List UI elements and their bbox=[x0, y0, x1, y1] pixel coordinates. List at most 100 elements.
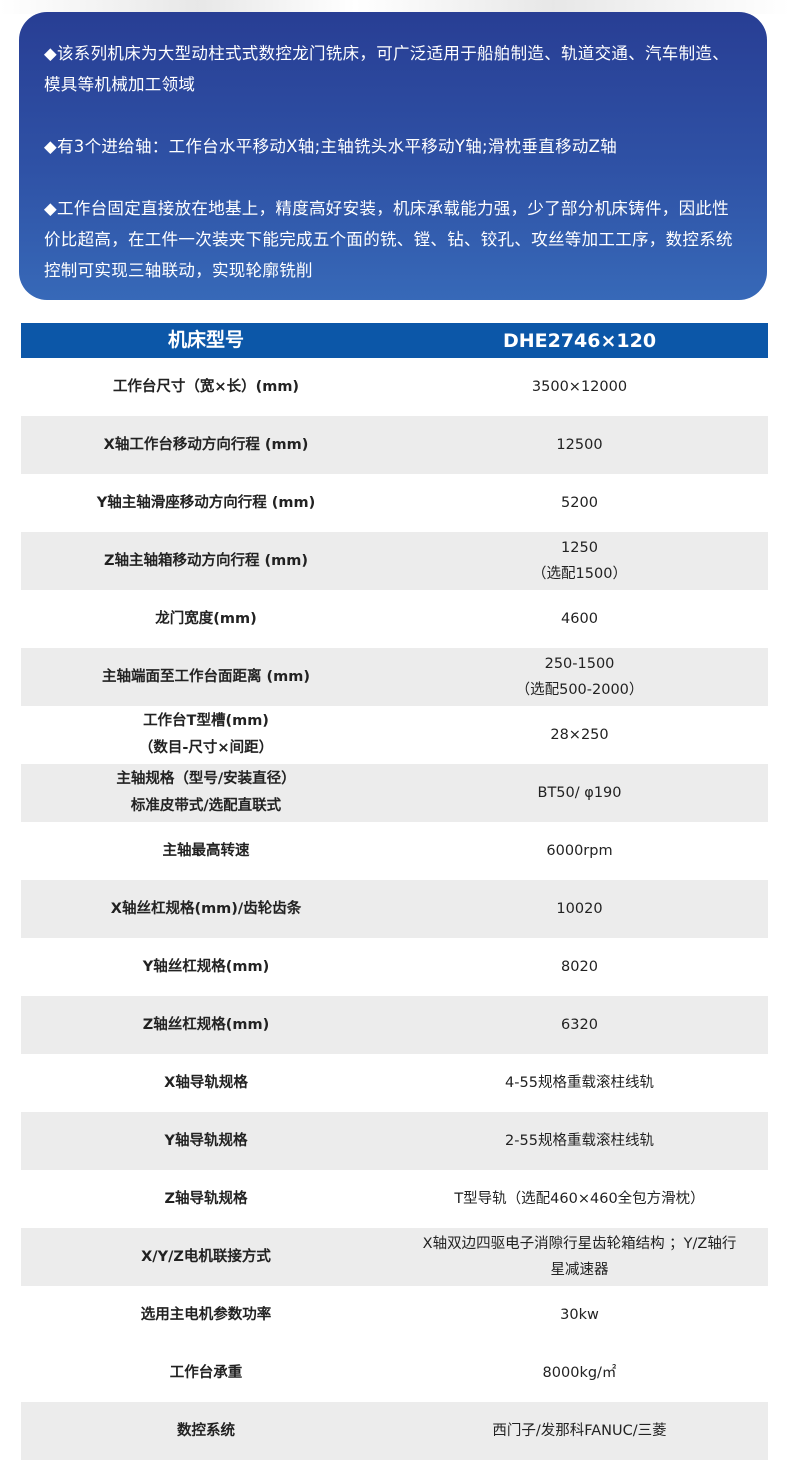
value-cell: BT50/ φ190 bbox=[391, 780, 768, 806]
value-cell-text: 12500 bbox=[556, 437, 603, 453]
value-cell: 28×250 bbox=[391, 722, 768, 748]
header-param: 机床型号 bbox=[167, 329, 244, 351]
param-cell: 主轴最高转速 bbox=[21, 838, 391, 865]
value-cell-text: 30kw bbox=[560, 1307, 599, 1323]
param-cell-text: （数目-尺寸×间距） bbox=[138, 740, 274, 756]
value-cell: 8000kg/㎡ bbox=[391, 1360, 768, 1386]
value-cell-text: 星减速器 bbox=[550, 1262, 609, 1278]
table-row: X轴导轨规格 4-55规格重载滚柱线轨 bbox=[21, 1054, 768, 1112]
param-cell: X/Y/Z电机联接方式 bbox=[21, 1244, 391, 1271]
param-cell: Y轴丝杠规格(mm) bbox=[21, 954, 391, 981]
value-cell-text: 1250 bbox=[561, 540, 598, 556]
table-row: 数控系统 西门子/发那科FANUC/三菱 bbox=[21, 1402, 768, 1460]
param-cell: 选用主电机参数功率 bbox=[21, 1302, 391, 1329]
table-row: 主轴规格（型号/安装直径） 标准皮带式/选配直联式 BT50/ φ190 bbox=[21, 764, 768, 822]
table-row: X轴工作台移动方向行程 (mm) 12500 bbox=[21, 416, 768, 474]
table-row: Z轴丝杠规格(mm) 6320 bbox=[21, 996, 768, 1054]
param-cell: X轴工作台移动方向行程 (mm) bbox=[21, 432, 391, 459]
table-row: 工作台T型槽(mm) （数目-尺寸×间距） 28×250 bbox=[21, 706, 768, 764]
param-cell-text: 工作台尺寸（宽×长）(mm) bbox=[112, 378, 300, 395]
param-cell: Z轴主轴箱移动方向行程 (mm) bbox=[21, 548, 391, 575]
value-cell: 6000rpm bbox=[391, 838, 768, 864]
table-row: Y轴主轴滑座移动方向行程 (mm) 5200 bbox=[21, 474, 768, 532]
param-cell: Z轴丝杠规格(mm) bbox=[21, 1012, 391, 1039]
value-cell: 2-55规格重载滚柱线轨 bbox=[391, 1128, 768, 1154]
value-cell-text: 10020 bbox=[556, 901, 603, 917]
value-cell-text: 5200 bbox=[561, 495, 598, 511]
value-cell-text: 西门子/发那科FANUC/三菱 bbox=[492, 1423, 667, 1439]
param-cell-text: 数控系统 bbox=[177, 1422, 235, 1439]
table-row: Y轴导轨规格 2-55规格重载滚柱线轨 bbox=[21, 1112, 768, 1170]
table-row: Z轴主轴箱移动方向行程 (mm) 1250 （选配1500） bbox=[21, 532, 768, 590]
table-row: Z轴导轨规格 T型导轨（选配460×460全包方滑枕） bbox=[21, 1170, 768, 1228]
value-cell-text: （选配1500） bbox=[532, 566, 627, 582]
value-cell: 3500×12000 bbox=[391, 374, 768, 400]
value-cell-text: 8000kg/㎡ bbox=[542, 1365, 617, 1381]
param-cell-text: 主轴规格（型号/安装直径） bbox=[116, 771, 296, 787]
param-cell-text: 主轴端面至工作台面距离 (mm) bbox=[101, 668, 311, 685]
param-cell: 工作台尺寸（宽×长）(mm) bbox=[21, 374, 391, 401]
value-cell-text: （选配500-2000） bbox=[515, 682, 644, 698]
value-cell-text: 8020 bbox=[561, 959, 598, 975]
param-cell: 工作台承重 bbox=[21, 1360, 391, 1387]
param-cell: X轴丝杠规格(mm)/齿轮齿条 bbox=[21, 896, 391, 923]
param-cell-text: 工作台T型槽(mm) bbox=[143, 713, 269, 729]
table-row: 主轴最高转速 6000rpm bbox=[21, 822, 768, 880]
value-cell-text: 2-55规格重载滚柱线轨 bbox=[505, 1133, 654, 1149]
param-cell-text: 标准皮带式/选配直联式 bbox=[130, 798, 282, 814]
param-cell: 龙门宽度(mm) bbox=[21, 606, 391, 633]
param-cell-text: 主轴最高转速 bbox=[162, 842, 250, 859]
table-row: 工作台尺寸（宽×长）(mm) 3500×12000 bbox=[21, 358, 768, 416]
param-cell-text: 工作台承重 bbox=[169, 1364, 243, 1381]
value-cell-text: 6320 bbox=[561, 1017, 598, 1033]
param-cell: Y轴主轴滑座移动方向行程 (mm) bbox=[21, 490, 391, 517]
value-cell: 12500 bbox=[391, 432, 768, 458]
intro-card: ◆该系列机床为大型动柱式式数控龙门铣床，可广泛适用于船舶制造、轨道交通、汽车制造… bbox=[19, 12, 767, 300]
table-row: 龙门宽度(mm) 4600 bbox=[21, 590, 768, 648]
param-cell-text: Y轴丝杠规格(mm) bbox=[142, 958, 270, 975]
param-cell-text: 选用主电机参数功率 bbox=[140, 1306, 272, 1323]
param-cell: 工作台T型槽(mm) （数目-尺寸×间距） bbox=[21, 708, 391, 762]
param-cell-text: 龙门宽度(mm) bbox=[155, 610, 257, 627]
table-row: X/Y/Z电机联接方式 X轴双边四驱电子消隙行星齿轮箱结构 ；Y/Z轴行 星减速器 bbox=[21, 1228, 768, 1286]
value-cell-text: 4600 bbox=[561, 611, 598, 627]
value-cell: 5200 bbox=[391, 490, 768, 516]
param-cell-text: Z轴导轨规格 bbox=[164, 1190, 248, 1207]
top-shadow bbox=[0, 0, 790, 14]
value-cell-text: BT50/ φ190 bbox=[537, 785, 622, 801]
table-row: 主轴端面至工作台面距离 (mm) 250-1500 （选配500-2000） bbox=[21, 648, 768, 706]
value-cell: T型导轨（选配460×460全包方滑枕） bbox=[391, 1186, 768, 1212]
param-cell-text: X轴丝杠规格(mm)/齿轮齿条 bbox=[110, 900, 302, 917]
value-cell-text: T型导轨（选配460×460全包方滑枕） bbox=[454, 1191, 705, 1207]
value-cell-text: 3500×12000 bbox=[531, 379, 628, 395]
value-cell: 8020 bbox=[391, 954, 768, 980]
header-model: DHE2746×120 bbox=[502, 329, 657, 352]
table-header: 机床型号 DHE2746×120 bbox=[21, 323, 768, 358]
param-cell-text: X/Y/Z电机联接方式 bbox=[141, 1248, 271, 1265]
param-cell-text: X轴工作台移动方向行程 (mm) bbox=[103, 436, 309, 453]
intro-paragraph: ◆有3个进给轴：工作台水平移动X轴;主轴铣头水平移动Y轴;滑枕垂直移动Z轴 bbox=[44, 137, 618, 156]
value-cell: 6320 bbox=[391, 1012, 768, 1038]
value-cell: X轴双边四驱电子消隙行星齿轮箱结构 ；Y/Z轴行 星减速器 bbox=[391, 1231, 768, 1283]
param-cell-text: X轴导轨规格 bbox=[164, 1074, 248, 1091]
param-cell: X轴导轨规格 bbox=[21, 1070, 391, 1097]
value-cell-text: 250-1500 bbox=[544, 656, 615, 672]
param-cell-text: Y轴导轨规格 bbox=[164, 1132, 248, 1149]
value-cell-text: X轴双边四驱电子消隙行星齿轮箱结构 ；Y/Z轴行 bbox=[422, 1236, 737, 1252]
param-cell: Y轴导轨规格 bbox=[21, 1128, 391, 1155]
intro-paragraph: ◆工作台固定直接放在地基上，精度高好安装，机床承载能力强，少了部分机床铸件，因此… bbox=[44, 199, 733, 280]
value-cell: 1250 （选配1500） bbox=[391, 535, 768, 587]
param-cell-text: Y轴主轴滑座移动方向行程 (mm) bbox=[96, 494, 316, 511]
value-cell: 4600 bbox=[391, 606, 768, 632]
param-cell: 主轴规格（型号/安装直径） 标准皮带式/选配直联式 bbox=[21, 766, 391, 820]
table-row: 选用主电机参数功率 30kw bbox=[21, 1286, 768, 1344]
value-cell-text: 6000rpm bbox=[546, 843, 613, 859]
value-cell: 西门子/发那科FANUC/三菱 bbox=[391, 1418, 768, 1444]
value-cell: 10020 bbox=[391, 896, 768, 922]
param-cell: 主轴端面至工作台面距离 (mm) bbox=[21, 664, 391, 691]
value-cell: 4-55规格重载滚柱线轨 bbox=[391, 1070, 768, 1096]
value-cell-text: 4-55规格重载滚柱线轨 bbox=[505, 1075, 654, 1091]
param-cell: Z轴导轨规格 bbox=[21, 1186, 391, 1213]
param-cell: 数控系统 bbox=[21, 1418, 391, 1445]
value-cell-text: 28×250 bbox=[550, 727, 609, 743]
